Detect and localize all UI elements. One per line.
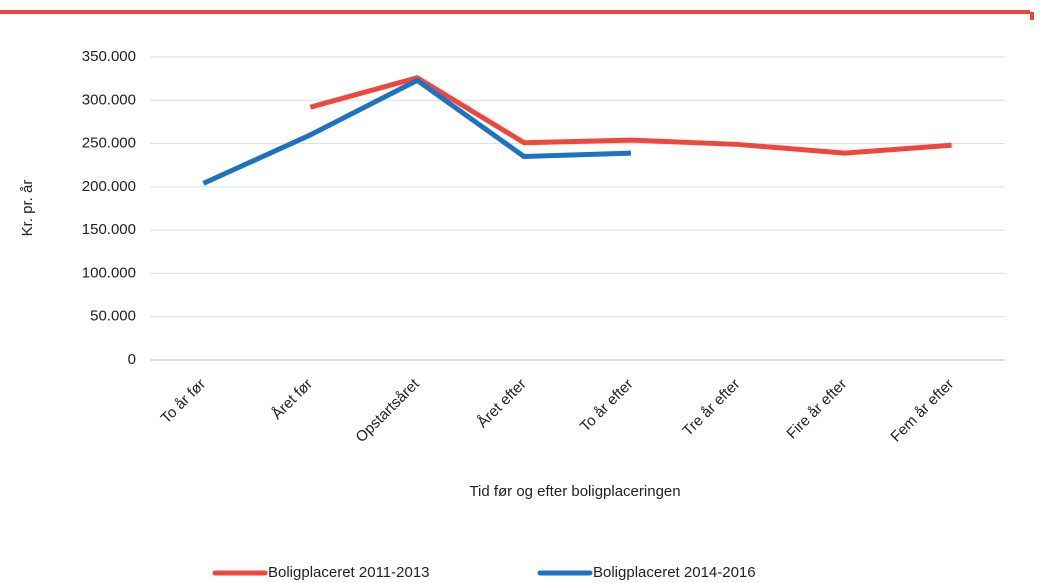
x-axis-title: Tid før og efter boligplaceringen: [469, 483, 680, 500]
y-tick-label: 350.000: [82, 48, 136, 65]
x-tick-label: Opstartsåret: [352, 375, 423, 446]
x-tick-label: Fire år efter: [783, 376, 850, 443]
y-tick-label: 0: [128, 351, 136, 368]
y-tick-label: 200.000: [82, 178, 136, 195]
legend-label: Boligplaceret 2011-2013: [268, 564, 430, 581]
y-tick-label: 150.000: [82, 221, 136, 238]
x-tick-label: To år efter: [577, 376, 637, 436]
series-line: [309, 75, 952, 156]
x-tick-label: Tre år efter: [679, 376, 743, 440]
y-tick-label: 50.000: [90, 308, 136, 325]
y-axis-title: Kr. pr. år: [19, 180, 36, 237]
x-tick-label: Året efter: [474, 376, 530, 432]
y-tick-label: 100.000: [82, 264, 136, 281]
x-tick-label: Fem år efter: [887, 376, 957, 446]
y-tick-label: 250.000: [82, 135, 136, 152]
legend-label: Boligplaceret 2014-2016: [593, 564, 756, 581]
x-tick-label: To år før: [158, 376, 210, 428]
series-line: [202, 77, 632, 186]
x-tick-label: Året før: [269, 376, 316, 423]
y-tick-label: 300.000: [82, 91, 136, 108]
